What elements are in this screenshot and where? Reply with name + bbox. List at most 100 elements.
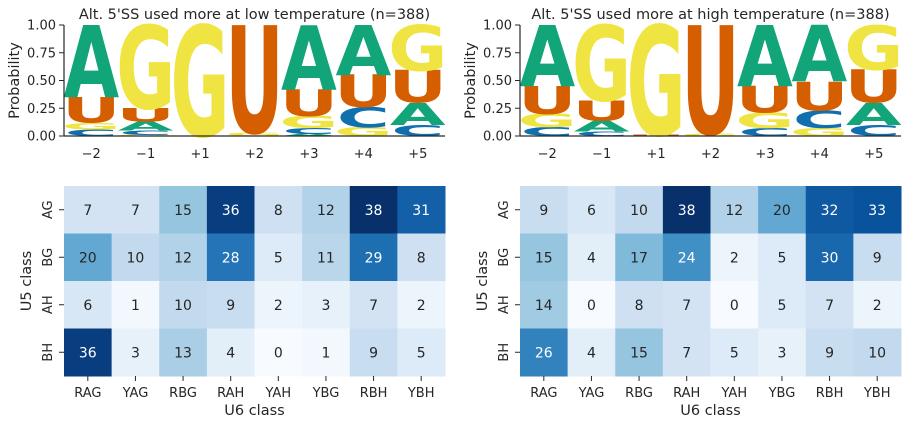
x-tick-label: +1 [646, 147, 665, 162]
cell-value: 29 [365, 250, 383, 266]
y-tick-label: AH [41, 295, 56, 314]
heatmap-cell [615, 328, 664, 377]
cell-value: 20 [773, 203, 791, 219]
heatmap-cell [111, 281, 160, 329]
logo-letter-u: U [790, 74, 849, 120]
heatmap-cell [302, 186, 351, 234]
heatmap-cell [159, 281, 208, 329]
x-tick-label: +5 [408, 147, 427, 162]
logo-letter-c: C [65, 128, 118, 139]
cell-value: 2 [274, 298, 283, 314]
heatmap-cell [159, 328, 208, 377]
logo-letter-u: U [62, 91, 121, 132]
x-tick-label: YBG [768, 386, 796, 401]
y-axis-label: Probability [7, 42, 23, 119]
cell-value: 38 [365, 203, 383, 219]
heatmap-cell [615, 233, 664, 282]
x-tick-label: YBG [312, 386, 340, 401]
cell-value: 1 [321, 345, 330, 361]
heatmap-cell [397, 281, 446, 329]
heatmap-cell [567, 233, 616, 282]
y-tick-label: 0.00 [483, 130, 512, 145]
cell-value: 12 [725, 203, 743, 219]
cell-value: 9 [873, 250, 882, 266]
logo-letter-a: A [519, 10, 575, 106]
x-tick-label: RAH [217, 386, 244, 401]
heatmap-cell [758, 281, 807, 329]
logo-letter-a: A [118, 119, 174, 133]
cell-value: 17 [630, 250, 648, 266]
logo-letter-u: U [518, 79, 577, 123]
y-tick-label: 0.75 [27, 46, 56, 61]
x-axis-label: U6 class [224, 403, 284, 419]
cell-value: 2 [417, 298, 426, 314]
heatmap-cell [254, 186, 303, 234]
cell-value: 8 [417, 250, 426, 266]
y-tick-label: 1.00 [483, 19, 512, 34]
y-tick-label: BH [41, 343, 56, 362]
cell-value: 7 [131, 203, 140, 219]
cell-value: 12 [174, 250, 192, 266]
cell-value: 24 [678, 250, 696, 266]
cell-value: 0 [587, 298, 596, 314]
cell-value: 3 [777, 345, 786, 361]
logo-letter-a: A [281, 133, 338, 137]
y-tick-label: 0.00 [27, 130, 56, 145]
heatmap-cell [853, 186, 902, 234]
heatmap-cell [397, 328, 446, 377]
cell-value: 13 [174, 345, 192, 361]
heatmap-cell [615, 281, 664, 329]
heatmap-cell [805, 328, 854, 377]
x-tick-label: YBH [863, 386, 891, 401]
heatmap-cell [254, 281, 303, 329]
logo-letter-u: U [225, 0, 284, 168]
heatmap-cell [64, 186, 113, 234]
x-tick-label: −1 [136, 147, 155, 162]
x-tick-label: RAG [530, 386, 557, 401]
heatmap-cell [710, 186, 759, 234]
x-tick-label: YAH [265, 386, 292, 401]
heatmap-cell [159, 186, 208, 234]
y-axis-label: U5 class [475, 251, 491, 311]
x-tick-label: YAG [122, 386, 149, 401]
heatmap-cell [206, 281, 255, 329]
cell-value: 30 [821, 250, 839, 266]
cell-value: 5 [417, 345, 426, 361]
cell-value: 7 [682, 298, 691, 314]
heatmap-cell [349, 328, 398, 377]
heatmap-cell [662, 328, 711, 377]
logo-letter-u: U [845, 61, 904, 114]
cell-value: 7 [682, 345, 691, 361]
heatmap-cell [111, 328, 160, 377]
heatmap-cell [397, 233, 446, 282]
cell-value: 14 [535, 298, 553, 314]
logo-letter-g: G [681, 133, 740, 137]
logo-letter-u: U [116, 105, 175, 126]
cell-value: 2 [873, 298, 882, 314]
heatmap-cell [349, 186, 398, 234]
heatmap-cell [710, 328, 759, 377]
y-tick-label: AG [41, 200, 56, 219]
cell-value: 0 [274, 345, 283, 361]
heatmap-cell [520, 281, 569, 329]
heatmap-cell [520, 233, 569, 282]
x-tick-label: RBG [169, 386, 197, 401]
cell-value: 33 [868, 203, 886, 219]
cell-value: 10 [630, 203, 648, 219]
cell-value: 38 [678, 203, 696, 219]
logo-letter-g: G [735, 109, 794, 134]
cell-value: 5 [777, 250, 786, 266]
heatmap-cell [662, 281, 711, 329]
cell-value: 1 [131, 298, 140, 314]
logo-letter-c: C [793, 106, 846, 134]
x-tick-label: YAH [721, 386, 748, 401]
cell-value: 10 [868, 345, 886, 361]
x-tick-label: −1 [592, 147, 611, 162]
heatmap-cell [254, 328, 303, 377]
heatmap-cell [615, 186, 664, 234]
x-tick-label: +3 [299, 147, 318, 162]
logo-letter-u: U [681, 0, 740, 169]
y-tick-label: 0.25 [27, 102, 56, 117]
cell-value: 7 [825, 298, 834, 314]
